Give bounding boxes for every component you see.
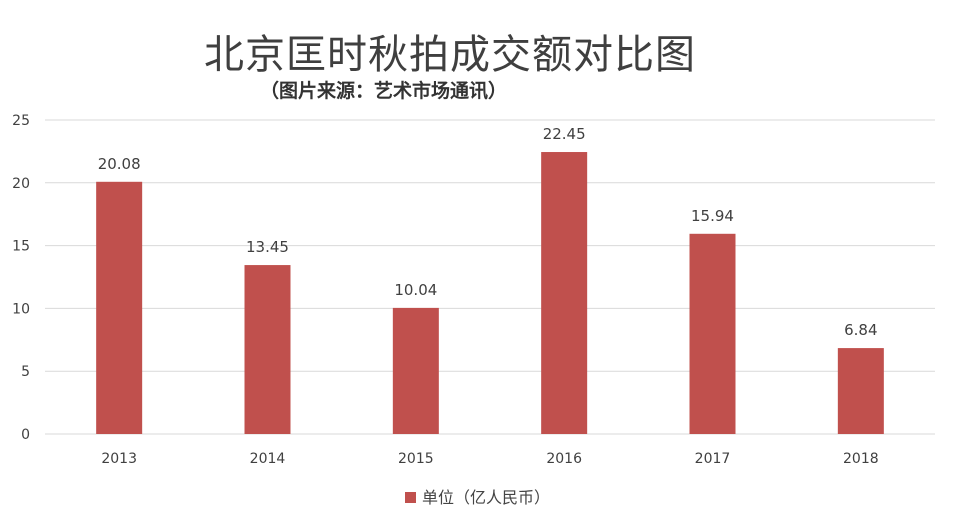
y-tick-label: 10: [12, 301, 30, 317]
bar: [392, 307, 439, 434]
y-tick-label: 25: [12, 113, 30, 129]
bar: [541, 152, 588, 434]
y-tick-label: 0: [21, 427, 30, 443]
x-tick-label: 2013: [101, 451, 137, 467]
chart-title: 北京匡时秋拍成交额对比图: [204, 32, 696, 78]
bar: [96, 181, 143, 434]
y-tick-label: 15: [12, 239, 30, 255]
bar: [244, 265, 291, 434]
x-tick-label: 2017: [695, 451, 731, 467]
data-label: 6.84: [844, 321, 877, 339]
y-tick-label: 5: [21, 364, 30, 380]
legend-label: 单位（亿人民币）: [421, 488, 550, 507]
x-tick-label: 2016: [546, 451, 582, 467]
x-tick-label: 2014: [250, 451, 286, 467]
legend: 单位（亿人民币）: [0, 484, 955, 508]
x-tick-label: 2015: [398, 451, 434, 467]
chart-subtitle: （图片来源：艺术市场通讯）: [260, 80, 508, 102]
data-label: 10.04: [394, 281, 437, 299]
data-label: 22.45: [543, 125, 586, 143]
data-label: 13.45: [246, 238, 289, 256]
x-tick-label: 2018: [843, 451, 879, 467]
data-label: 20.08: [98, 155, 141, 173]
data-label: 15.94: [691, 207, 734, 225]
bar: [837, 348, 884, 434]
legend-swatch: [404, 492, 416, 503]
bar: [689, 233, 736, 434]
y-tick-label: 20: [12, 176, 30, 192]
